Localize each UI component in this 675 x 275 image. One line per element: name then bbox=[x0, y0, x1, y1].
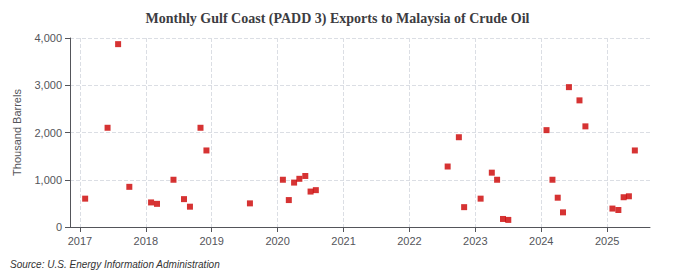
svg-text:4,000: 4,000 bbox=[34, 32, 62, 44]
svg-text:2021: 2021 bbox=[331, 235, 355, 247]
svg-text:Monthly Gulf Coast (PADD 3) Ex: Monthly Gulf Coast (PADD 3) Exports to M… bbox=[146, 11, 530, 27]
svg-text:2024: 2024 bbox=[529, 235, 553, 247]
svg-text:0: 0 bbox=[56, 221, 62, 233]
svg-text:2018: 2018 bbox=[134, 235, 158, 247]
svg-text:2017: 2017 bbox=[68, 235, 92, 247]
svg-text:2020: 2020 bbox=[265, 235, 289, 247]
svg-text:1,000: 1,000 bbox=[34, 174, 62, 186]
svg-text:Source: U.S. Energy Informatio: Source: U.S. Energy Information Administ… bbox=[10, 259, 220, 270]
svg-text:2022: 2022 bbox=[397, 235, 421, 247]
svg-text:2019: 2019 bbox=[199, 235, 223, 247]
svg-text:2,000: 2,000 bbox=[34, 127, 62, 139]
svg-text:Thousand Barrels: Thousand Barrels bbox=[11, 89, 23, 176]
svg-text:2023: 2023 bbox=[463, 235, 487, 247]
svg-text:2025: 2025 bbox=[595, 235, 619, 247]
svg-text:3,000: 3,000 bbox=[34, 79, 62, 91]
